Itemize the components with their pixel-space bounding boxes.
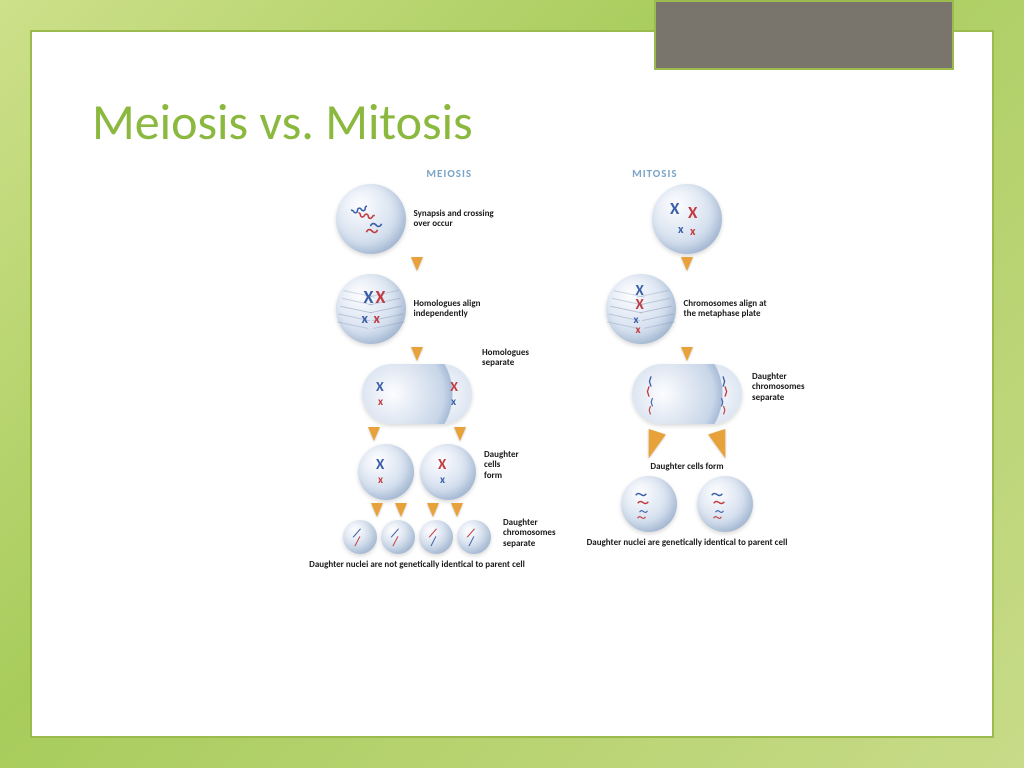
column-headers: MEIOSIS MITOSIS xyxy=(292,167,812,180)
arrow-icon xyxy=(451,503,463,517)
gamete-cell: ⟋╱ xyxy=(343,520,377,554)
meiosis-column: 〰 〰 〜 〜 Synapsis and crossing over occur… xyxy=(302,184,532,571)
stage-label: Daughter chromosomes separate xyxy=(752,372,805,403)
gamete-cell: ⟋╱ xyxy=(419,520,453,554)
daughter-cell: 〜 〜 〜 〜 xyxy=(697,476,753,532)
arrow-icon xyxy=(371,503,383,517)
meiosis-telophase1-row: X x X x xyxy=(358,444,476,500)
stage-label: Daughter cells form xyxy=(484,450,519,481)
mitosis-final-row: 〜 〜 〜 〜 〜 〜 〜 〜 xyxy=(621,476,753,532)
meiosis-prophase-cell: 〰 〰 〜 〜 xyxy=(336,184,406,254)
meiosis-anaphase-cell: X x X x xyxy=(362,364,472,424)
daughter-cell: X x xyxy=(358,444,414,500)
daughter-cell: 〜 〜 〜 〜 xyxy=(621,476,677,532)
slide-frame: Meiosis vs. Mitosis MEIOSIS MITOSIS 〰 〰 … xyxy=(30,30,994,738)
arrow-icon xyxy=(640,429,666,461)
comparison-diagram: MEIOSIS MITOSIS 〰 〰 〜 〜 Synapsis and cro… xyxy=(292,167,812,571)
gamete-cell: ⟋╱ xyxy=(381,520,415,554)
mitosis-anaphase-cell: ⟨ ⟨ ⟨ ⟨ ⟩ ⟩ ⟩ ⟩ xyxy=(632,364,742,424)
mitosis-caption: Daughter nuclei are genetically identica… xyxy=(587,538,788,549)
stage-label: Homologues align independently xyxy=(414,299,499,320)
meiosis-header: MEIOSIS xyxy=(426,167,472,180)
arrow-icon xyxy=(681,347,693,361)
stage-label: Daughter cells form xyxy=(650,462,723,472)
arrow-icon xyxy=(708,429,734,461)
arrow-icon xyxy=(411,347,423,361)
page-title: Meiosis vs. Mitosis xyxy=(92,92,473,153)
corner-decoration xyxy=(654,0,954,70)
stage-label: Synapsis and crossing over occur xyxy=(414,209,499,230)
daughter-cell: X x xyxy=(420,444,476,500)
mitosis-metaphase-cell: X X x x xyxy=(606,274,676,344)
arrow-icon xyxy=(411,257,423,271)
mitosis-header: MITOSIS xyxy=(632,167,677,180)
meiosis-metaphase-cell: X X x x xyxy=(336,274,406,344)
stage-label: Homologues separate xyxy=(482,348,529,369)
mitosis-prophase-cell: X X x x xyxy=(652,184,722,254)
arrow-icon xyxy=(427,503,439,517)
stage-label: Daughter chromosomes separate xyxy=(503,518,556,549)
mitosis-column: X X x x X X x x Chromosomes align at the… xyxy=(572,184,802,571)
arrow-icon xyxy=(454,427,466,441)
meiosis-final-row: ⟋╱ ⟋╱ ⟋╱ ⟋╱ xyxy=(343,520,491,554)
gamete-cell: ⟋╱ xyxy=(457,520,491,554)
stage-label: Chromosomes align at the metaphase plate xyxy=(684,299,769,320)
arrow-icon xyxy=(395,503,407,517)
arrow-icon xyxy=(368,427,380,441)
arrow-icon xyxy=(681,257,693,271)
meiosis-caption: Daughter nuclei are not genetically iden… xyxy=(309,560,525,571)
